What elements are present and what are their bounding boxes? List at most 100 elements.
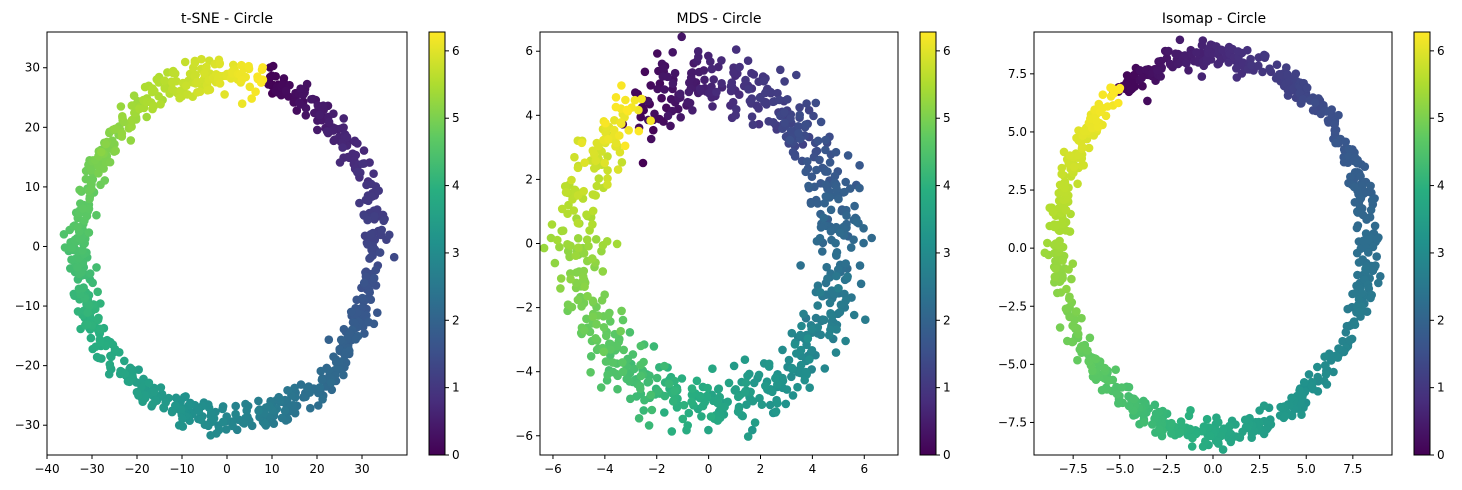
scatter-point bbox=[703, 383, 712, 393]
scatter-point bbox=[831, 147, 841, 157]
scatter-point bbox=[647, 405, 657, 415]
scatter-point bbox=[1206, 431, 1215, 441]
scatter-point bbox=[802, 99, 811, 108]
scatter-point bbox=[149, 101, 159, 111]
scatter-point bbox=[1359, 237, 1368, 246]
scatter-point bbox=[608, 358, 618, 367]
scatter-point bbox=[813, 136, 823, 146]
scatter-point bbox=[101, 139, 110, 149]
scatter-point bbox=[816, 330, 826, 340]
panel-title: MDS - Circle bbox=[676, 11, 761, 27]
scatter-point bbox=[626, 394, 635, 404]
scatter-point bbox=[747, 94, 757, 103]
scatter-point bbox=[1367, 196, 1377, 205]
x-tick-label: −2.5 bbox=[1152, 462, 1181, 476]
scatter-point bbox=[822, 262, 831, 272]
scatter-point bbox=[823, 167, 832, 176]
scatter-point bbox=[733, 392, 743, 402]
scatter-point bbox=[594, 174, 604, 183]
plot-frame bbox=[1033, 31, 1393, 456]
scatter-point bbox=[1298, 95, 1308, 104]
scatter-point bbox=[1055, 236, 1064, 246]
scatter-point bbox=[193, 77, 202, 87]
scatter-point bbox=[359, 146, 369, 155]
scatter-point bbox=[698, 401, 708, 411]
scatter-point bbox=[1115, 83, 1125, 93]
scatter-point bbox=[359, 278, 369, 288]
scatter-point bbox=[787, 328, 797, 338]
scatter-point bbox=[1352, 159, 1362, 168]
x-tick-label: −6 bbox=[544, 462, 562, 476]
scatter-point bbox=[1111, 365, 1120, 375]
scatter-point bbox=[264, 80, 273, 89]
scatter-point bbox=[603, 166, 612, 175]
scatter-point bbox=[807, 324, 816, 334]
scatter-point bbox=[624, 126, 633, 135]
y-tick-label: −2 bbox=[515, 301, 533, 315]
scatter-point bbox=[787, 363, 797, 373]
scatter-point bbox=[646, 81, 655, 90]
scatter-point bbox=[714, 384, 724, 394]
scatter-point bbox=[634, 414, 644, 423]
scatter-point bbox=[588, 220, 597, 229]
scatter-point bbox=[693, 47, 703, 56]
scatter-point bbox=[635, 381, 645, 391]
scatter-point bbox=[652, 373, 662, 383]
scatter-point bbox=[577, 302, 586, 311]
scatter-point bbox=[809, 111, 818, 121]
scatter-point bbox=[1276, 402, 1285, 412]
scatter-point bbox=[317, 375, 327, 385]
scatter-point bbox=[731, 45, 741, 54]
scatter-point bbox=[741, 378, 751, 388]
scatter-point bbox=[1280, 411, 1290, 421]
scatter-point bbox=[821, 145, 830, 155]
scatter-point bbox=[258, 63, 268, 72]
scatter-point bbox=[83, 308, 92, 317]
scatter-point bbox=[821, 192, 831, 201]
scatter-point bbox=[218, 417, 228, 427]
scatter-point bbox=[1076, 342, 1086, 351]
scatter-point bbox=[316, 366, 326, 376]
scatter-point bbox=[129, 91, 139, 100]
colorbar-tick-label: 4 bbox=[943, 179, 951, 193]
scatter-point bbox=[313, 125, 322, 135]
x-tick-label: 2.5 bbox=[1250, 462, 1269, 476]
scatter-point bbox=[111, 146, 120, 156]
scatter-point bbox=[783, 95, 792, 104]
scatter-point bbox=[598, 267, 608, 276]
scatter-point bbox=[743, 371, 752, 381]
scatter-point bbox=[761, 381, 770, 391]
colorbar-tick-label: 1 bbox=[943, 381, 951, 395]
scatter-point bbox=[1164, 46, 1173, 56]
scatter-point bbox=[821, 180, 831, 189]
scatter-point bbox=[385, 230, 394, 240]
scatter-point bbox=[567, 175, 576, 185]
scatter-point bbox=[1114, 98, 1123, 108]
scatter-point bbox=[867, 233, 876, 243]
scatter-point bbox=[644, 421, 654, 430]
scatter-point bbox=[594, 141, 603, 151]
scatter-point bbox=[819, 315, 829, 325]
scatter-point bbox=[849, 310, 859, 320]
scatter-point bbox=[1048, 208, 1058, 217]
scatter-point bbox=[797, 321, 806, 331]
scatter-point bbox=[1077, 161, 1086, 170]
scatter-point bbox=[684, 408, 694, 418]
scatter-point bbox=[322, 127, 332, 136]
scatter-point bbox=[670, 68, 680, 78]
scatter-point bbox=[1128, 84, 1137, 93]
scatter-point bbox=[315, 383, 325, 392]
scatter-point bbox=[759, 76, 769, 86]
scatter-point bbox=[803, 334, 813, 343]
scatter-point bbox=[237, 99, 247, 108]
x-tick-label: 0 bbox=[223, 462, 231, 476]
colorbar-tick-label: 5 bbox=[452, 111, 460, 125]
scatter-point bbox=[1184, 66, 1193, 75]
scatter-point bbox=[1259, 50, 1269, 60]
scatter-point bbox=[353, 167, 362, 177]
scatter-point bbox=[1313, 372, 1322, 382]
scatter-point bbox=[1366, 205, 1376, 215]
scatter-point bbox=[613, 165, 623, 174]
scatter-point bbox=[640, 395, 649, 405]
scatter-point bbox=[93, 315, 103, 325]
